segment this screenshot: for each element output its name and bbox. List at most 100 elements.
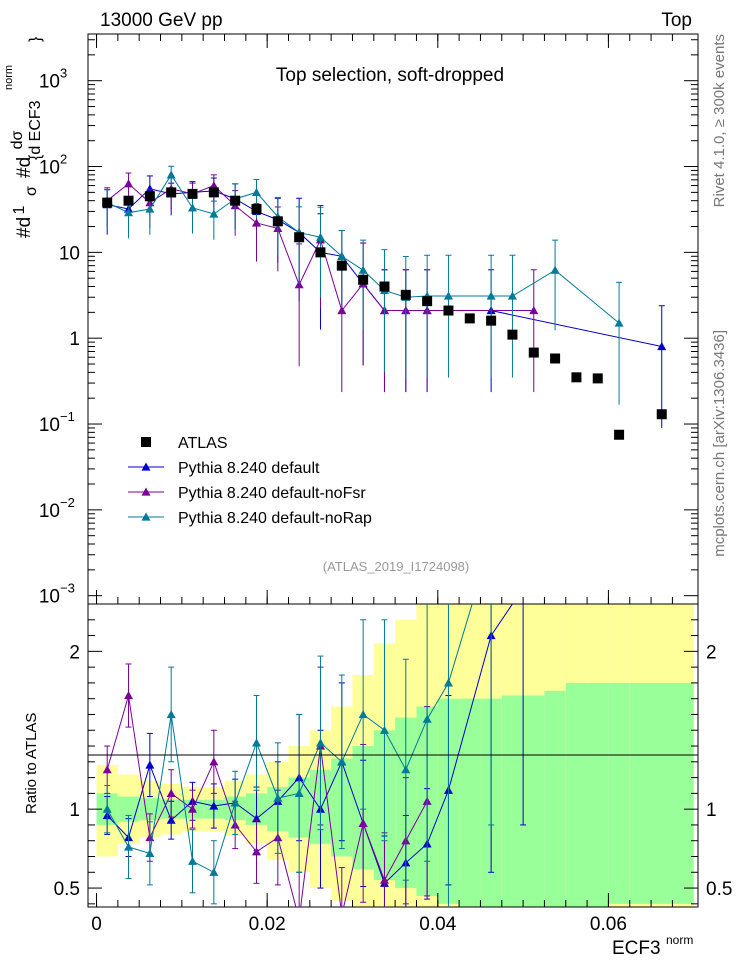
ratio-point [315,738,325,747]
ylabel-mid: #d [14,157,35,178]
atlas-data-point [571,372,582,383]
ratio-point [124,691,134,700]
ratio-point [358,818,368,827]
legend-marker-triangle [141,462,151,471]
atlas-data-point [251,204,262,215]
atlas-data-point [336,260,347,271]
legend-marker-square [141,437,151,447]
mc-point [657,342,667,351]
ylabel-frac1: 1 [11,205,28,214]
ratio-y-tick-label-right: 0.5 [706,879,732,900]
ratio-point [337,910,346,918]
mc-point [145,204,155,213]
mc-point [251,187,261,196]
y-tick-label: 10 [39,501,60,522]
atlas-data-point [166,187,177,198]
ylabel-sup: norm [3,65,15,90]
legend-label: ATLAS [178,435,228,452]
ratio-data [102,536,528,918]
x-axis: 0 0.02 0.04 0.06 [91,34,673,935]
header-process: Top [661,10,692,31]
ratio-series-line [106,604,473,874]
mcplots-label: mcplots.cern.ch [arXiv:1306.3436] [711,330,728,557]
legend-label: Pythia 8.240 default-noFsr [178,485,366,502]
mc-point [209,181,219,190]
atlas-data-point [144,191,155,202]
legend: ATLAS Pythia 8.240 default Pythia 8.240 de… [128,435,372,527]
mc-point [337,306,347,315]
atlas-data-point [528,347,539,358]
main-y-label: #d 1 σ #d dσ {d ECF3 norm } [3,36,44,238]
y-tick-exponent: 3 [60,66,67,81]
atlas-data-point [656,409,667,420]
y-tick-exponent: −2 [60,495,75,510]
ratio-point [337,757,347,766]
mc-point [315,232,325,241]
x-label-sup: norm [666,933,693,947]
x-label: ECF3 [612,938,661,959]
atlas-data-point [208,187,219,198]
plot-title: Top selection, soft-dropped [276,65,504,86]
ratio-point [209,867,219,876]
inner-band-bin [117,796,140,822]
y-tick-label: 10 [39,587,60,608]
ratio-y-tick-label: 1 [69,800,80,821]
main-data [102,165,667,440]
ratio-point [443,678,453,687]
ratio-y-tick-label: 0.5 [54,879,80,900]
atlas-data-point [272,216,283,227]
y-tick-label: 1 [69,329,80,350]
ratio-point [145,760,155,769]
atlas-data-point [464,313,475,324]
ratio-point [251,847,261,856]
analysis-id: (ATLAS_2019_I1724098) [323,559,469,574]
ylabel-num: dσ [9,130,26,149]
y-tick-label: 10 [39,72,60,93]
rivet-label: Rivet 4.1.0, ≥ 300k events [711,34,728,207]
mc-point [124,179,134,188]
atlas-data-point [507,329,518,340]
mc-point [358,265,368,274]
atlas-data-point [550,353,561,364]
ratio-point [188,804,198,813]
atlas-data-point [422,296,433,307]
atlas-data-point [230,195,241,206]
atlas-data-point [123,195,134,206]
mc-point [486,291,496,300]
mc-point [550,265,560,274]
atlas-data-point [486,315,497,326]
legend-label: Pythia 8.240 default-noRap [178,510,372,527]
y-tick-exponent: −3 [60,581,75,596]
ratio-point [358,709,368,719]
header-energy: 13000 GeV pp [100,10,223,31]
ratio-point [145,848,155,857]
ratio-point [519,584,528,592]
mc-point [209,209,219,218]
inner-band-bin [629,682,694,904]
atlas-data-point [592,373,603,384]
atlas-data-point [187,188,198,199]
atlas-data-point [400,289,411,300]
inner-band-bin [565,682,588,907]
ratio-point [294,788,304,797]
ratio-y-tick-label: 2 [69,642,80,663]
ratio-point [487,536,496,544]
inner-band-bin [608,682,630,904]
ratio-y-tick-label-right: 2 [706,642,717,663]
ratio-point [166,709,176,719]
x-tick-label: 0 [91,914,102,935]
ratio-y-axis: 0.5 0.5 1 1 2 2 [54,619,732,905]
inner-band-bin [523,695,545,907]
y-tick-label: 10 [39,415,60,436]
ratio-point [209,801,219,810]
ratio-point [422,714,432,723]
atlas-data-point [614,429,625,440]
ratio-y-tick-label-right: 1 [706,800,717,821]
atlas-data-point [358,274,369,285]
mc-point [507,291,517,300]
y-tick-exponent: −1 [60,409,75,424]
ratio-series-line [106,695,428,907]
ratio-point [102,804,112,813]
